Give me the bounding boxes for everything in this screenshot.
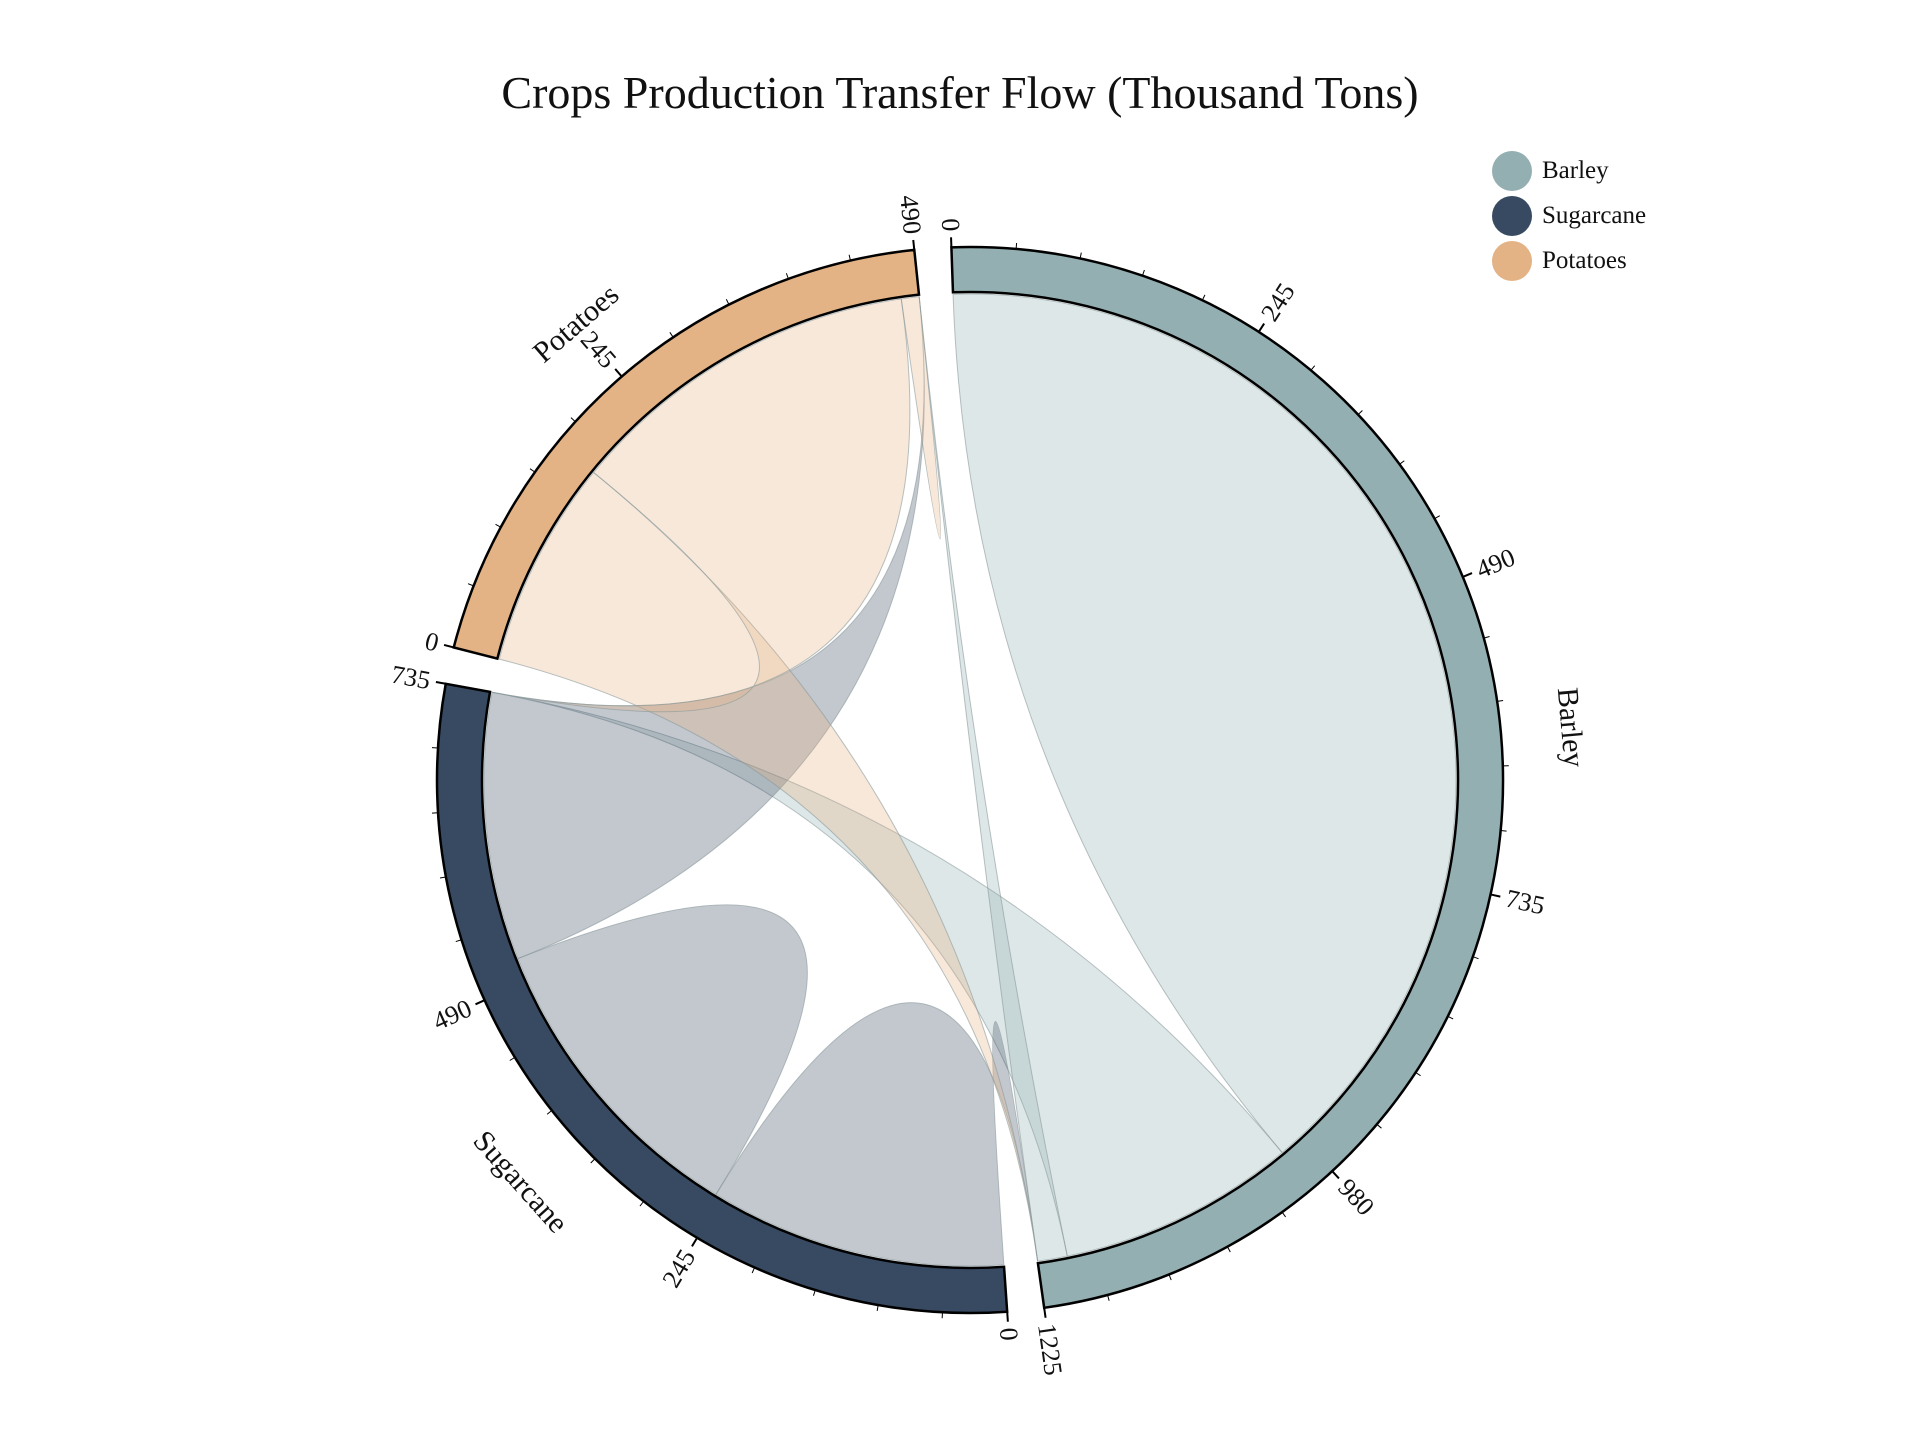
tick-mark-sugarcane: [590, 1158, 596, 1164]
tick-mark-barley: [1043, 1307, 1047, 1318]
tick-mark-potatoes: [848, 254, 851, 261]
legend-item-potatoes[interactable]: Potatoes: [1492, 238, 1646, 283]
tick-mark-barley: [1447, 1015, 1454, 1020]
tick-mark-potatoes: [785, 273, 789, 280]
tick-mark-sugarcane: [639, 1201, 645, 1207]
ribbon-layer: [483, 293, 1457, 1267]
ribbon-potatoes-to-potatoes[interactable]: [900, 296, 942, 540]
legend-item-sugarcane[interactable]: Sugarcane: [1492, 193, 1646, 238]
tick-mark-barley: [1462, 572, 1473, 578]
tick-mark-barley: [1399, 460, 1405, 465]
tick-mark-barley: [1226, 1246, 1231, 1253]
tick-label-sugarcane: 0: [994, 1327, 1024, 1342]
tick-mark-sugarcane: [439, 876, 446, 879]
legend-label-sugarcane: Sugarcane: [1542, 201, 1647, 229]
legend-swatch-sugarcane: [1492, 195, 1532, 236]
tick-mark-barley: [1434, 515, 1441, 520]
ribbon-potatoes-to-sugarcane[interactable]: [491, 298, 911, 713]
tick-label-potatoes: 490: [894, 194, 927, 236]
legend: Barley Sugarcane Potatoes: [1492, 148, 1646, 283]
group-label-barley: Barley: [1551, 686, 1591, 769]
tick-mark-potatoes: [467, 583, 474, 587]
legend-label-potatoes: Potatoes: [1542, 246, 1627, 274]
legend-item-barley[interactable]: Barley: [1492, 148, 1646, 193]
tick-label-sugarcane: 245: [656, 1244, 701, 1292]
tick-mark-barley: [1107, 1294, 1110, 1301]
tick-mark-sugarcane: [509, 1056, 516, 1061]
legend-swatch-barley: [1492, 150, 1532, 191]
legend-label-barley: Barley: [1542, 156, 1609, 184]
tick-mark-barley: [1079, 252, 1082, 259]
tick-mark-sugarcane: [1006, 1311, 1009, 1322]
tick-label-sugarcane: 735: [389, 660, 433, 696]
tick-mark-sugarcane: [546, 1110, 553, 1115]
tick-mark-sugarcane: [813, 1289, 816, 1296]
tick-mark-barley: [1376, 1123, 1382, 1129]
tick-mark-barley: [1500, 830, 1507, 832]
tick-mark-sugarcane: [435, 680, 446, 685]
tick-label-barley: 735: [1503, 884, 1547, 921]
tick-mark-sugarcane: [455, 939, 462, 943]
tick-mark-potatoes: [614, 368, 623, 378]
tick-mark-potatoes: [669, 332, 674, 338]
group-arc-potatoes[interactable]: [452, 248, 921, 661]
tick-mark-sugarcane: [876, 1304, 879, 1312]
ribbon-sugarcane-to-sugarcane[interactable]: [517, 904, 808, 1196]
tick-mark-barley: [1015, 242, 1018, 250]
tick-mark-potatoes: [725, 299, 730, 305]
tick-mark-barley: [1490, 893, 1501, 898]
tick-mark-potatoes: [912, 239, 916, 251]
tick-mark-potatoes: [443, 643, 454, 649]
tick-mark-barley: [1483, 636, 1490, 639]
tick-mark-barley: [1141, 269, 1145, 276]
tick-label-barley: 980: [1332, 1173, 1380, 1221]
ribbon-barley-to-sugarcane[interactable]: [491, 691, 1283, 1257]
group-label-sugarcane: Sugarcane: [467, 1124, 575, 1239]
tick-label-potatoes: 0: [422, 626, 442, 657]
tick-mark-barley: [1357, 410, 1363, 415]
tick-mark-barley: [1415, 1072, 1421, 1077]
ribbon-sugarcane-to-potatoes[interactable]: [483, 296, 925, 960]
tick-label-barley: 245: [1255, 278, 1301, 326]
tick-label-sugarcane: 490: [429, 994, 476, 1037]
tick-label-barley: 0: [936, 218, 965, 232]
ribbon-sugarcane-to-barley[interactable]: [715, 1002, 1039, 1267]
legend-swatch-potatoes: [1492, 240, 1532, 281]
group-arc-barley[interactable]: [950, 245, 1505, 1310]
tick-mark-barley: [1257, 323, 1265, 333]
tick-mark-sugarcane: [751, 1267, 756, 1274]
tick-mark-barley: [1310, 365, 1316, 371]
tick-mark-sugarcane: [475, 999, 486, 1006]
tick-mark-barley: [1168, 1274, 1172, 1281]
tick-mark-barley: [1201, 294, 1206, 301]
tick-mark-potatoes: [529, 468, 536, 473]
tick-mark-sugarcane: [691, 1237, 698, 1247]
tick-mark-barley: [1497, 700, 1504, 702]
chart-title: Crops Production Transfer Flow (Thousand…: [501, 67, 1419, 118]
ribbon-barley-to-barley[interactable]: [952, 293, 1457, 1154]
tick-mark-barley: [1331, 1170, 1340, 1180]
tick-label-barley: 490: [1472, 543, 1519, 585]
tick-mark-potatoes: [570, 417, 576, 423]
tick-label-barley: 1225: [1032, 1322, 1068, 1378]
tick-mark-potatoes: [495, 523, 502, 528]
tick-mark-barley: [1281, 1211, 1287, 1218]
tick-mark-barley: [1472, 956, 1479, 960]
